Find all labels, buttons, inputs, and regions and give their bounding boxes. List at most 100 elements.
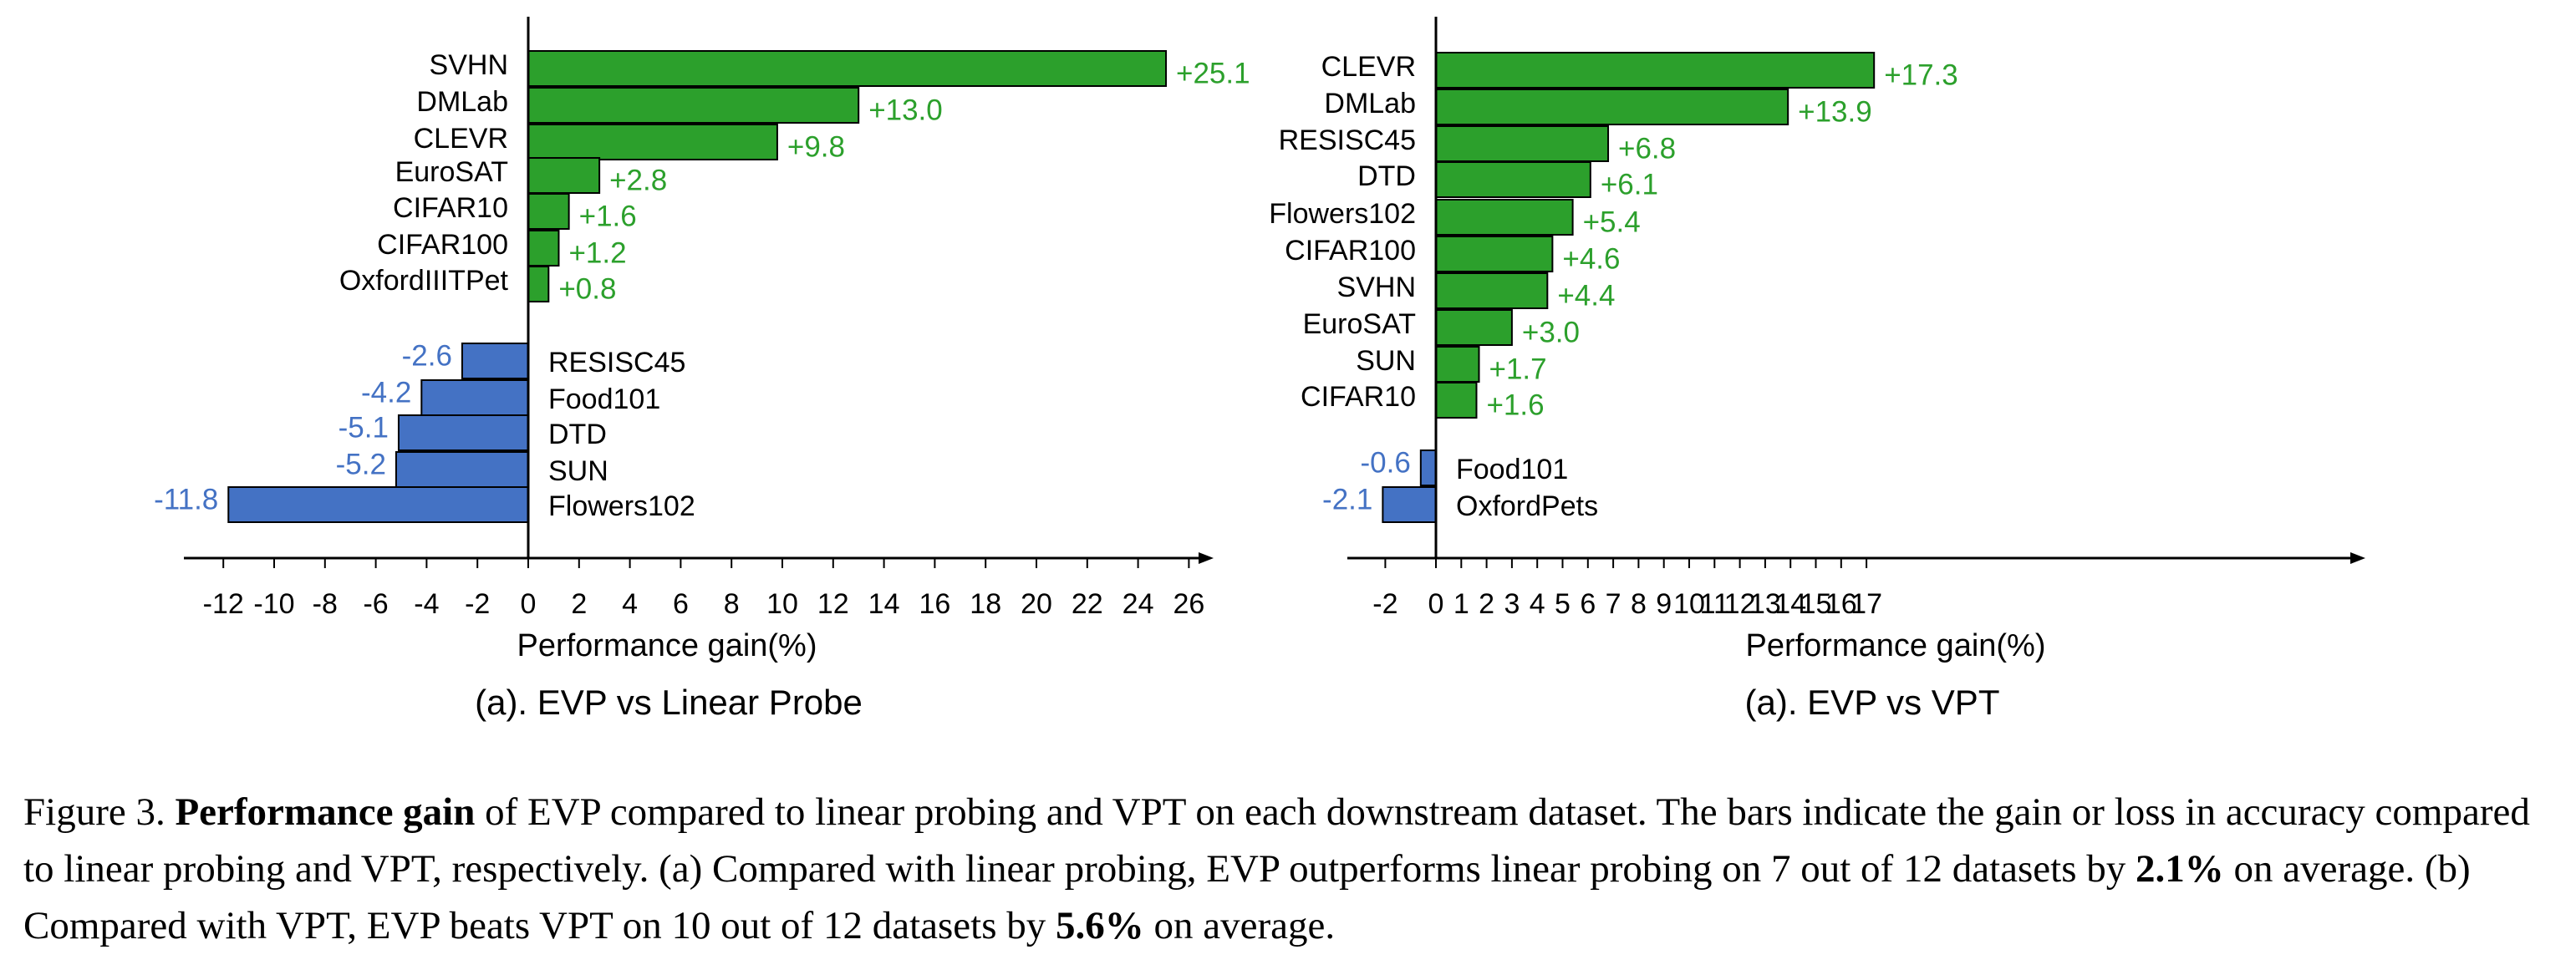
value-label: +13.0: [868, 94, 943, 126]
category-label: CIFAR100: [377, 229, 508, 261]
x-tick-label: -8: [313, 588, 338, 620]
category-label: SUN: [548, 455, 608, 487]
x-tick-label: 9: [1656, 588, 1672, 620]
bar-dmlab: [527, 87, 860, 124]
bar-cifar100: [1435, 236, 1554, 272]
bar-flowers102: [1435, 199, 1574, 236]
x-tick-label: 14: [1774, 588, 1806, 620]
value-label: +0.8: [558, 272, 616, 305]
category-label: RESISC45: [548, 347, 685, 378]
x-tick-label: 16: [919, 588, 950, 620]
value-label: -11.8: [154, 483, 218, 515]
category-label: DMLab: [416, 86, 508, 118]
value-label: +5.4: [1583, 206, 1641, 238]
category-label: CIFAR10: [1301, 381, 1416, 413]
bar-food101: [1419, 449, 1437, 486]
category-label: EuroSAT: [395, 156, 508, 188]
bar-resisc45: [461, 343, 530, 379]
caption-text-1: of EVP compared to linear probing and VP…: [23, 790, 2530, 891]
x-tick-label: -2: [1372, 588, 1397, 620]
value-label: -5.2: [336, 448, 386, 480]
category-label: RESISC45: [1279, 124, 1416, 156]
bar-svhn: [527, 50, 1168, 87]
value-label: -2.6: [402, 339, 452, 372]
x-tick-label: -4: [414, 588, 439, 620]
bar-sun: [395, 451, 530, 488]
caption-bold-1: Performance gain: [175, 790, 476, 834]
bar-dmlab: [1435, 89, 1789, 125]
x-tick-label: 6: [673, 588, 689, 620]
value-label: +3.0: [1522, 316, 1580, 348]
value-label: -5.1: [339, 411, 389, 444]
value-label: +4.6: [1562, 242, 1620, 275]
bar-food101: [420, 379, 530, 416]
category-label: CLEVR: [1321, 51, 1416, 83]
caption-text-2: on average. (b) Compared with VPT, EVP b…: [23, 847, 2471, 947]
bar-oxfordiiitpet: [527, 266, 550, 302]
category-label: SUN: [1356, 345, 1416, 377]
category-label: Flowers102: [548, 490, 695, 522]
x-tick-label: 12: [1724, 588, 1756, 620]
category-label: CIFAR100: [1285, 235, 1416, 267]
value-label: +1.7: [1489, 353, 1547, 385]
value-label: +17.3: [1884, 58, 1958, 91]
category-label: Food101: [1456, 454, 1568, 485]
x-tick-label: -6: [363, 588, 388, 620]
bar-clevr: [1435, 52, 1876, 89]
x-tick-label: 0: [1428, 588, 1444, 620]
caption-bold-2: 2.1%: [2135, 847, 2224, 891]
category-label: DMLab: [1324, 88, 1416, 119]
category-label: Flowers102: [1269, 198, 1416, 230]
x-tick-label: 8: [1631, 588, 1647, 620]
x-tick-label: 24: [1123, 588, 1154, 620]
x-tick-label: 7: [1606, 588, 1621, 620]
x-tick-label: 2: [571, 588, 587, 620]
category-label: DTD: [548, 419, 607, 450]
x-tick-label: 16: [1825, 588, 1857, 620]
x-axis-arrow-icon: [2350, 552, 2365, 564]
x-tick-label: 4: [622, 588, 638, 620]
x-tick-label: 5: [1555, 588, 1571, 620]
x-tick-label: 14: [868, 588, 900, 620]
x-tick-label: 20: [1021, 588, 1052, 620]
bar-flowers102: [227, 486, 529, 523]
value-label: +6.1: [1601, 168, 1658, 201]
category-label: Food101: [548, 383, 660, 415]
caption-prefix: Figure 3.: [23, 790, 165, 834]
value-label: +6.8: [1618, 132, 1676, 165]
category-label: SVHN: [1337, 272, 1416, 303]
value-label: -0.6: [1361, 446, 1411, 479]
x-tick-label: -2: [465, 588, 490, 620]
x-tick-label: 10: [1673, 588, 1705, 620]
x-tick-label: -12: [203, 588, 244, 620]
caption-text-3: on average.: [1143, 904, 1336, 947]
value-label: +25.1: [1176, 57, 1250, 89]
x-tick-label: 0: [521, 588, 537, 620]
bar-cifar10: [1435, 382, 1478, 419]
category-label: EuroSAT: [1303, 308, 1416, 340]
bar-dtd: [1435, 161, 1591, 198]
value-label: +2.8: [609, 164, 667, 196]
category-label: OxfordPets: [1456, 490, 1598, 522]
x-tick-label: -10: [253, 588, 294, 620]
x-tick-label: 11: [1700, 588, 1729, 620]
x-axis-arrow-icon: [1199, 552, 1214, 564]
bar-clevr: [527, 124, 778, 160]
value-label: +1.6: [579, 200, 637, 232]
bar-svhn: [1435, 272, 1549, 309]
value-label: -2.1: [1322, 483, 1372, 515]
bar-eurosat: [1435, 309, 1513, 346]
x-tick-label: 4: [1530, 588, 1545, 620]
x-tick-label: 8: [724, 588, 740, 620]
x-tick-label: 1: [1453, 588, 1469, 620]
x-tick-label: 13: [1749, 588, 1781, 620]
x-tick-label: 12: [817, 588, 849, 620]
bar-resisc45: [1435, 125, 1610, 162]
x-axis-title: Performance gain(%): [1745, 628, 2045, 663]
chart-subtitle: (a). EVP vs Linear Probe: [475, 683, 863, 722]
figure-caption: Figure 3. Performance gain of EVP compar…: [23, 784, 2556, 954]
value-label: +1.6: [1486, 389, 1544, 421]
x-tick-label: 2: [1479, 588, 1494, 620]
category-label: CLEVR: [414, 123, 508, 155]
